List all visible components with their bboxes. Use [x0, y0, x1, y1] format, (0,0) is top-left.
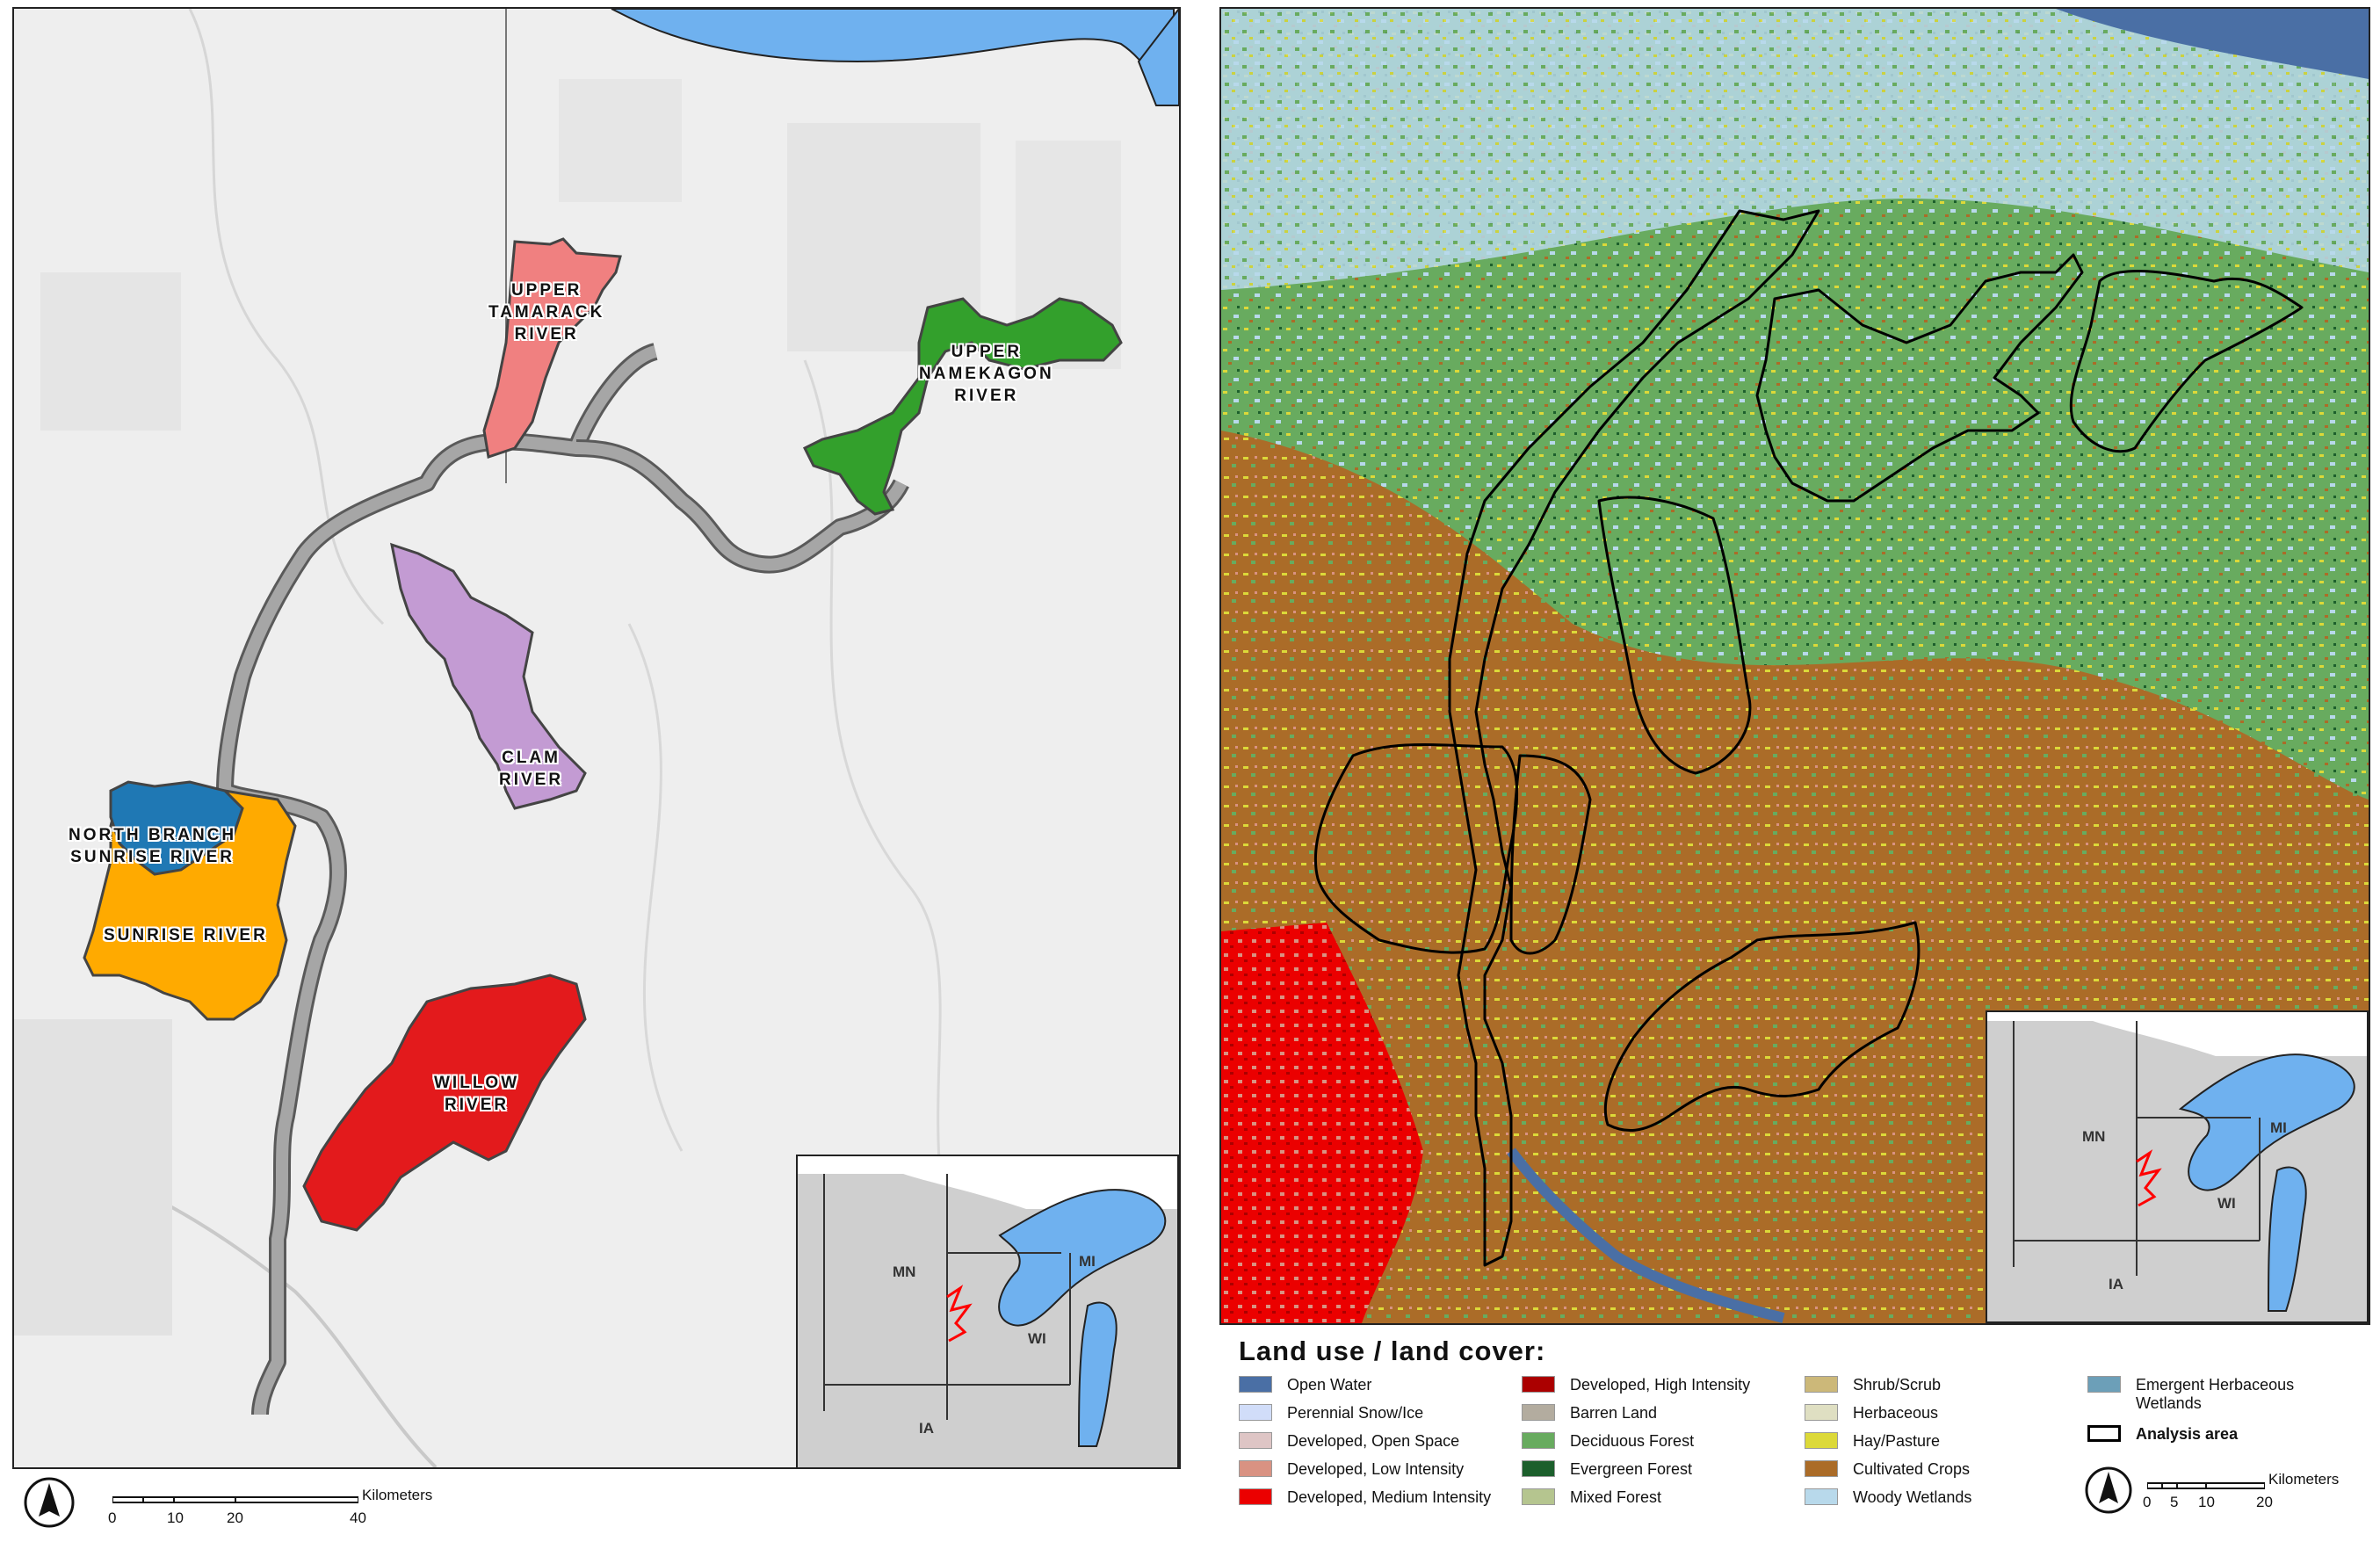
label-north-branch-sunrise: NORTH BRANCH SUNRISE RIVER: [69, 826, 237, 866]
clam-watershed[interactable]: [390, 542, 587, 810]
legend-swatch: [1805, 1432, 1838, 1449]
legend-item-herbaceous: Herbaceous: [1805, 1404, 1938, 1423]
legend-label: Mixed Forest: [1570, 1488, 1662, 1506]
upper-namekagon-watershed[interactable]: [802, 297, 1123, 516]
legend-item-developed-open: Developed, Open Space: [1239, 1432, 1459, 1451]
legend-swatch: [1522, 1432, 1555, 1449]
state-label-wi: WI: [1028, 1330, 1046, 1347]
legend-swatch: [1522, 1404, 1555, 1421]
legend-item-developed-high: Developed, High Intensity: [1522, 1376, 1750, 1394]
state-label-mi: MI: [1079, 1253, 1096, 1270]
legend-label: Hay/Pasture: [1853, 1432, 1941, 1450]
legend-item-developed-low: Developed, Low Intensity: [1239, 1460, 1464, 1479]
label-willow: WILLOW RIVER: [434, 1074, 520, 1114]
left-scale-tick-20: 20: [227, 1509, 243, 1526]
left-scale-tick-0: 0: [108, 1509, 117, 1526]
legend-swatch: [1239, 1488, 1272, 1505]
legend-item-hay: Hay/Pasture: [1805, 1432, 1940, 1451]
legend-swatch: [1239, 1404, 1272, 1421]
legend-swatch: [1239, 1432, 1272, 1449]
legend-item-crops: Cultivated Crops: [1805, 1460, 1970, 1479]
right-state-label-wi: WI: [2217, 1195, 2236, 1212]
legend-swatch: [2087, 1425, 2121, 1442]
legend-label: Developed, Open Space: [1287, 1432, 1460, 1450]
legend-item-evergreen: Evergreen Forest: [1522, 1460, 1692, 1479]
legend-item-woody-wetlands: Woody Wetlands: [1805, 1488, 1971, 1507]
legend-label: Shrub/Scrub: [1853, 1376, 1942, 1394]
right-landcover-map: MN MI WI IA: [1219, 7, 2370, 1325]
legend-swatch: [1522, 1488, 1555, 1505]
legend-swatch: [1805, 1376, 1838, 1393]
legend-item-open-water: Open Water: [1239, 1376, 1371, 1394]
right-state-label-mn: MN: [2082, 1128, 2106, 1145]
legend-item-deciduous: Deciduous Forest: [1522, 1432, 1694, 1451]
right-scale-tick-5: 5: [2170, 1494, 2179, 1510]
north-branch-sunrise-watershed[interactable]: [109, 780, 244, 876]
legend-swatch: [1805, 1488, 1838, 1505]
legend-swatch: [1805, 1460, 1838, 1477]
left-scale-bar: [112, 1494, 358, 1504]
right-scale-unit: Kilometers: [2268, 1471, 2340, 1488]
label-upper-namekagon: UPPER NAMEKAGON RIVER: [919, 343, 1054, 405]
label-clam: CLAM RIVER: [499, 749, 564, 789]
willow-watershed[interactable]: [302, 974, 587, 1232]
legend-item-mixed: Mixed Forest: [1522, 1488, 1661, 1507]
right-state-label-mi: MI: [2270, 1119, 2287, 1136]
legend-item-analysis-area: Analysis area: [2087, 1425, 2238, 1444]
state-label-ia: IA: [919, 1420, 934, 1437]
legend-label: Open Water: [1287, 1376, 1372, 1394]
left-map-canvas: [14, 9, 1179, 1467]
legend-swatch: [1805, 1404, 1838, 1421]
legend-label: Woody Wetlands: [1853, 1488, 1972, 1506]
legend-label: Emergent Herbaceous Wetlands: [2136, 1376, 2295, 1412]
legend-title: Land use / land cover:: [1239, 1336, 1546, 1366]
legend-item-emergent-wetlands: Emergent Herbaceous Wetlands: [2087, 1376, 2333, 1413]
left-scale-unit: Kilometers: [362, 1487, 433, 1503]
legend-label: Herbaceous: [1853, 1404, 1939, 1422]
analysis-area-outlines: [1313, 209, 2304, 1267]
legend-swatch: [1239, 1376, 1272, 1393]
legend-item-shrub: Shrub/Scrub: [1805, 1376, 1941, 1394]
legend-label: Evergreen Forest: [1570, 1460, 1693, 1478]
right-scale-bar: [2147, 1480, 2265, 1490]
legend-label: Perennial Snow/Ice: [1287, 1404, 1424, 1422]
legend-label: Cultivated Crops: [1853, 1460, 1971, 1478]
legend-swatch: [1522, 1460, 1555, 1477]
state-label-mn: MN: [893, 1263, 916, 1280]
left-watershed-map: UPPER TAMARACK RIVER UPPER NAMEKAGON RIV…: [12, 7, 1181, 1469]
right-north-arrow-icon: [2085, 1466, 2132, 1514]
right-locator-inset: MN MI WI IA: [1986, 1010, 2369, 1323]
right-scale-tick-20: 20: [2256, 1494, 2273, 1510]
legend-swatch: [1522, 1376, 1555, 1393]
right-scale-tick-0: 0: [2143, 1494, 2152, 1510]
legend-item-perennial-snow: Perennial Snow/Ice: [1239, 1404, 1423, 1423]
left-scale-tick-10: 10: [167, 1509, 184, 1526]
legend-item-barren: Barren Land: [1522, 1404, 1657, 1423]
right-scale-tick-10: 10: [2198, 1494, 2215, 1510]
label-sunrise: SUNRISE RIVER: [104, 926, 268, 945]
legend-label: Developed, Low Intensity: [1287, 1460, 1465, 1478]
left-north-arrow-icon: [24, 1477, 75, 1528]
legend-label: Deciduous Forest: [1570, 1432, 1695, 1450]
left-scale-tick-40: 40: [350, 1509, 366, 1526]
upper-tamarack-watershed[interactable]: [482, 237, 622, 459]
legend-item-developed-medium: Developed, Medium Intensity: [1239, 1488, 1491, 1507]
legend-label: Developed, High Intensity: [1570, 1376, 1751, 1394]
legend-swatch: [1239, 1460, 1272, 1477]
legend-label: Barren Land: [1570, 1404, 1658, 1422]
legend-label: Developed, Medium Intensity: [1287, 1488, 1492, 1506]
legend-swatch: [2087, 1376, 2121, 1393]
label-upper-tamarack: UPPER TAMARACK RIVER: [488, 281, 605, 344]
right-state-label-ia: IA: [2109, 1276, 2123, 1292]
left-locator-inset: MN MI WI IA: [796, 1155, 1179, 1467]
legend-label: Analysis area: [2136, 1425, 2239, 1443]
